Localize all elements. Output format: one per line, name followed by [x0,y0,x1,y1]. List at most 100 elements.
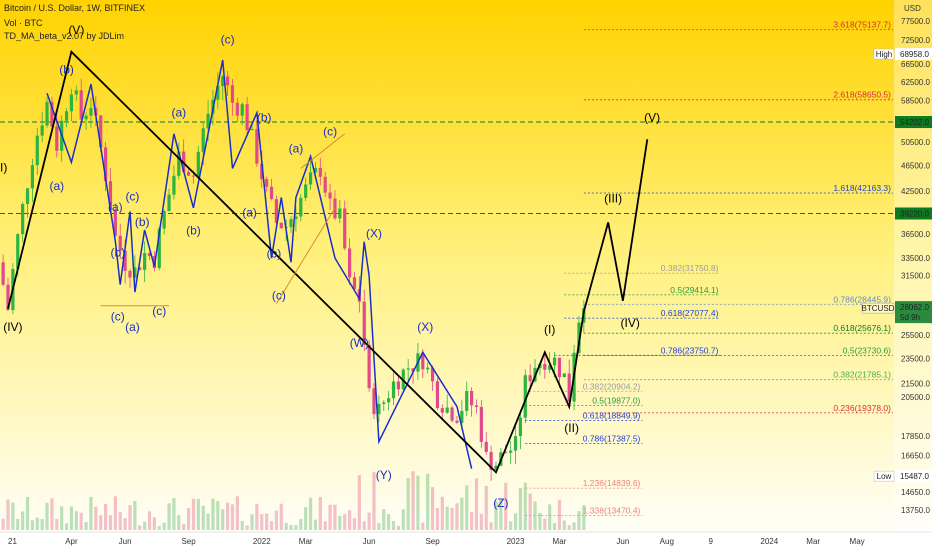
high-badge [873,48,895,60]
candle-body [489,451,493,470]
candle-body [118,235,122,251]
candle-body [260,163,264,180]
fib-label: 2.618(58650.5) [833,90,891,100]
candle-body [289,219,293,228]
candle-body [35,135,39,166]
wave-label: (Y) [376,468,392,482]
volume-bar [416,475,420,530]
volume-bar [338,515,342,530]
candle-body [25,188,30,205]
candle-body [528,375,532,382]
volume-bar [177,515,181,530]
volume-bar [582,505,586,530]
candle-body [186,172,191,176]
price-axis-tick-label: 66500.0 [901,60,930,69]
candle-body [509,450,513,453]
volume-bar [269,521,274,530]
volume-bar [138,525,142,530]
candle-body [250,129,254,131]
candle-body [440,408,444,413]
volume-bar [50,498,54,530]
wave-label: (W) [350,336,369,350]
volume-bar [230,504,235,530]
candle-body [455,420,459,423]
volume-bar [348,510,352,530]
volume-bar [74,511,78,530]
horizontal-lines [0,121,893,214]
volume-bars [1,471,586,530]
volume-bar [274,510,278,530]
level-badge-value: 39220.0 [900,209,929,218]
volume-bar [216,501,220,530]
volume-bar [206,513,210,530]
candle-body [435,381,440,409]
fib-label: 0.382(20904.2) [583,381,641,391]
time-axis-tick-label: Mar [299,537,313,546]
wave-label: (IV) [621,316,640,330]
wave-label: (V) [644,111,660,125]
wave-label: (a) [108,200,123,214]
wave-label: (a) [289,141,304,155]
volume-bar [455,503,459,530]
volume-bar [182,523,186,530]
blue-wave-line [46,59,473,469]
volume-bar [89,496,93,530]
price-axis-tick-label: 31500.0 [901,271,930,280]
chart-title[interactable]: Bitcoin / U.S. Dollar, 1W, BITFINEX [4,3,146,13]
wave-label: (c) [272,288,286,302]
candle-body [216,86,220,100]
candle-body [128,270,132,278]
candle-body [162,211,166,229]
volume-bar [152,517,156,530]
volume-bar [352,518,357,530]
time-axis-tick-label: Sep [425,537,440,546]
bar-countdown: 5d 9h [900,313,920,322]
price-axis-tick-label: 25500.0 [901,331,930,340]
volume-bar [211,498,215,530]
price-axis-tick-label: 46500.0 [901,161,930,170]
price-badge-value: 68958.0 [900,50,929,59]
candle-body [338,208,342,219]
fib-label: 0.5(23730.6) [843,346,891,356]
candle-body [562,373,566,378]
price-axis-tick-label: 50500.0 [901,138,930,147]
time-axis[interactable]: 21 Apr Jun Sep 2022 Mar Jun Sep 2023 Mar Jun Aug 9 20… [0,531,932,550]
volume-bar [318,497,322,530]
volume-bar [494,501,498,530]
candle-body [391,381,396,399]
volume-bar [45,502,49,530]
black-wave-line [7,50,649,474]
volume-bar [523,482,527,530]
candle-body [430,367,435,382]
volume-bar [25,496,30,530]
candle-body [133,267,137,278]
candle-body [245,104,249,130]
fib-label: 0.618(18849.9) [583,411,641,421]
fib-levels: 3.618(75137.7) 2.618(58650.5) 1.618(42163.… [525,20,893,517]
wave-label: (Z) [493,496,508,510]
volume-bar [108,515,113,530]
price-axis-tick-label: 16650.0 [901,452,930,461]
volume-bar [401,509,405,530]
volume-bar [279,503,283,530]
wave-label: (a) [49,179,64,193]
volume-bar [377,523,381,530]
volume-bar [299,519,303,530]
volume-bar [509,521,513,530]
candle-body [40,125,44,136]
candle-body [484,441,488,452]
candle-body [147,253,152,257]
volume-bar [260,514,264,530]
volume-bar [313,519,318,530]
volume-bar [123,518,127,530]
price-axis[interactable]: USD 77500.0 72500.0 66500.0 62500.0 58500.0 50… [894,0,932,532]
volume-bar [484,485,488,530]
volume-bar [465,485,469,530]
volume-bar [430,487,435,530]
td-ma-indicator-label[interactable]: TD_MA_beta_v2.07 by JDLim [4,31,125,41]
volume-indicator-label[interactable]: Vol · BTC [4,18,43,28]
price-axis-tick-label: 72500.0 [901,36,930,45]
time-axis-tick-label: Apr [65,537,78,546]
volume-bar [284,522,288,530]
